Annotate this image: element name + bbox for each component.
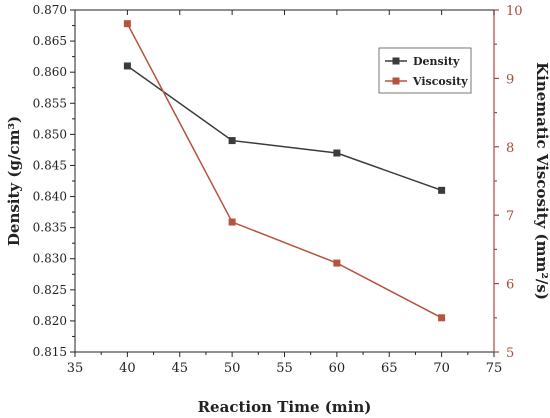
y-left-tick-label: 0.820 [33, 314, 67, 328]
y-axis-left: 0.815 0.820 0.825 0.830 0.835 0.840 0.845 0.850… [33, 3, 75, 359]
y-left-tick-label: 0.850 [33, 127, 67, 141]
y-right-tick-label: 7 [506, 209, 514, 224]
y-left-tick-label: 0.845 [33, 158, 67, 172]
y-left-tick-label: 0.860 [33, 65, 67, 79]
x-tick-label: 35 [67, 361, 84, 376]
y-left-tick-label: 0.865 [33, 34, 67, 48]
y-left-tick-label: 0.840 [33, 190, 67, 204]
data-point-viscosity [438, 314, 446, 322]
x-tick-label: 65 [381, 361, 398, 376]
data-point-density [123, 62, 131, 70]
x-tick-label: 50 [224, 361, 241, 376]
legend-label-density: Density [413, 55, 460, 68]
y-right-tick-label: 6 [506, 278, 514, 293]
y-right-tick-label: 5 [506, 346, 514, 361]
x-tick-label: 70 [433, 361, 450, 376]
series-line-density [126, 65, 442, 192]
y-right-tick-label: 10 [506, 4, 523, 19]
x-tick-label: 75 [486, 361, 503, 376]
data-point-viscosity [333, 259, 341, 267]
legend-marker-viscosity [392, 77, 400, 85]
data-point-density [228, 137, 236, 145]
legend-box [378, 47, 472, 94]
legend: Density Viscosity [378, 47, 472, 94]
x-tick-label: 55 [276, 361, 293, 376]
x-tick-label: 40 [119, 361, 136, 376]
y-left-tick-label: 0.825 [33, 283, 67, 297]
y-left-tick-label: 0.830 [33, 252, 67, 266]
x-axis-title: Reaction Time (min) [198, 398, 372, 416]
y-right-tick-label: 8 [506, 141, 514, 156]
data-point-viscosity [228, 218, 236, 226]
y-axis-left-title: Density (g/cm³) [5, 116, 23, 246]
y-axis-right: 5 6 7 8 9 10 [494, 4, 523, 361]
series-layer [123, 20, 446, 322]
x-axis: 35 40 45 50 55 60 65 70 75 [67, 10, 503, 376]
legend-entry-density: Density [385, 55, 460, 68]
y-left-tick-label: 0.835 [33, 221, 67, 235]
data-point-density [438, 186, 446, 194]
legend-label-viscosity: Viscosity [412, 75, 468, 88]
data-point-density [333, 149, 341, 157]
y-axis-right-title: Kinematic Viscosity (mm²/s) [533, 62, 550, 300]
y-right-tick-label: 9 [506, 72, 514, 87]
series-line-viscosity [126, 23, 442, 319]
y-left-tick-label: 0.855 [33, 96, 67, 110]
legend-marker-density [392, 57, 400, 65]
legend-entry-viscosity: Viscosity [385, 75, 468, 88]
x-tick-label: 60 [329, 361, 346, 376]
data-point-viscosity [123, 20, 131, 28]
x-tick-label: 45 [171, 361, 188, 376]
y-left-tick-label: 0.815 [33, 345, 67, 359]
y-left-tick-label: 0.870 [33, 3, 67, 17]
